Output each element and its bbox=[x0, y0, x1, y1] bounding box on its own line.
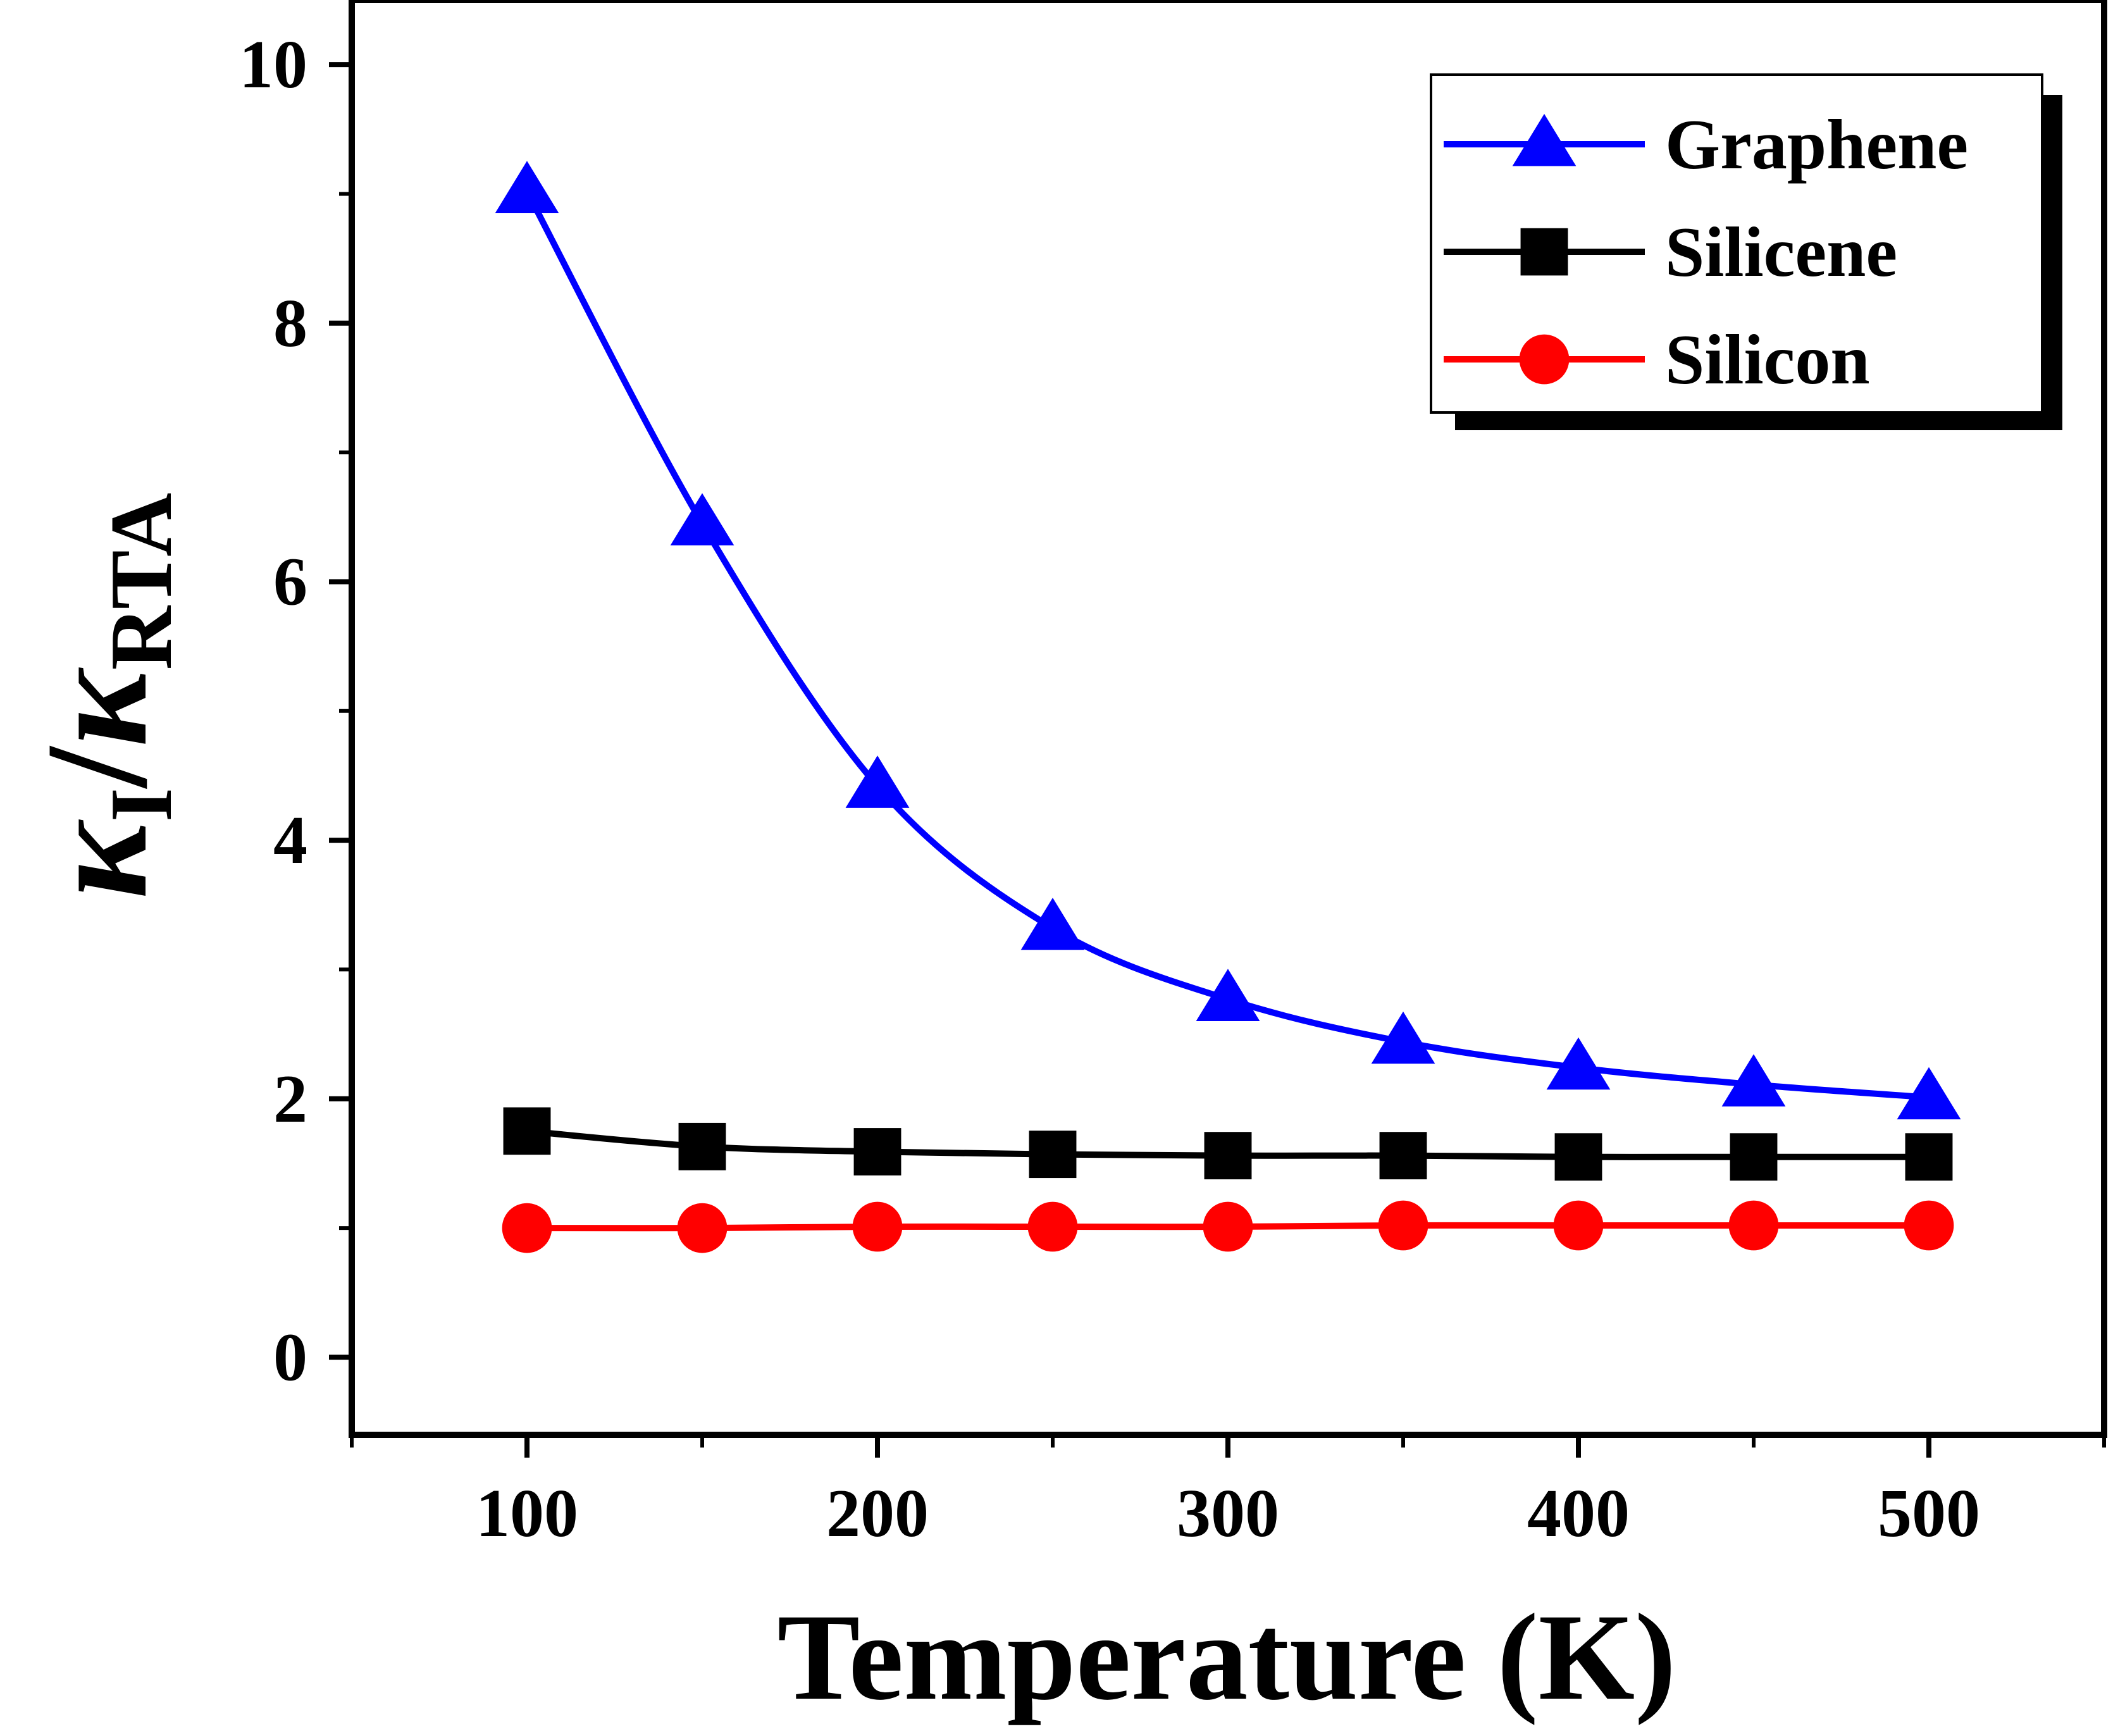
data-point-silicene-4 bbox=[1204, 1132, 1252, 1180]
data-point-silicon-3 bbox=[1027, 1201, 1078, 1252]
y-axis-title: κI/κRTA bbox=[16, 493, 190, 899]
x-axis-title: Temperature (K) bbox=[778, 1589, 1676, 1726]
y-axis-subscript-rta: RTA bbox=[92, 493, 190, 670]
data-point-silicene-2 bbox=[853, 1128, 901, 1175]
data-point-silicon-4 bbox=[1203, 1201, 1253, 1252]
x-tick-label-3: 400 bbox=[1527, 1476, 1630, 1551]
y-tick-label-5: 10 bbox=[239, 27, 307, 102]
data-point-graphene-8 bbox=[1897, 1067, 1961, 1120]
data-point-silicene-1 bbox=[678, 1122, 726, 1170]
data-point-silicon-7 bbox=[1728, 1200, 1779, 1251]
data-point-silicon-6 bbox=[1553, 1200, 1604, 1251]
legend-item-graphene: Graphene bbox=[1444, 106, 1968, 184]
y-tick-label-3: 6 bbox=[273, 544, 307, 619]
legend-label-silicon: Silicon bbox=[1665, 321, 1870, 399]
series-layer bbox=[495, 161, 1961, 1253]
legend: Graphene Silicene Silicon bbox=[1430, 73, 2062, 430]
legend-marker-graphene bbox=[1512, 114, 1577, 166]
legend-item-silicon: Silicon bbox=[1444, 321, 1870, 399]
data-point-graphene-2 bbox=[845, 755, 910, 808]
data-point-silicene-5 bbox=[1379, 1132, 1427, 1180]
plot-area: 100 200 300 400 500 0 2 4 6 8 10 bbox=[239, 0, 2107, 1551]
data-point-silicene-6 bbox=[1554, 1133, 1602, 1181]
data-point-silicene-3 bbox=[1029, 1131, 1077, 1179]
legend-marker-silicene bbox=[1520, 228, 1568, 276]
svg-text:κI/κRTA: κI/κRTA bbox=[16, 493, 190, 899]
data-point-silicon-1 bbox=[677, 1203, 728, 1253]
data-point-graphene-5 bbox=[1371, 1011, 1435, 1064]
legend-marker-silicon bbox=[1519, 334, 1570, 385]
series-graphene bbox=[495, 161, 1961, 1120]
y-tick-label-1: 2 bbox=[273, 1062, 307, 1137]
y-axis-slash: / bbox=[16, 745, 177, 790]
x-tick-label-1: 200 bbox=[826, 1476, 929, 1551]
data-point-silicon-8 bbox=[1904, 1200, 1954, 1251]
series-silicene bbox=[503, 1107, 1953, 1181]
legend-label-graphene: Graphene bbox=[1665, 106, 1968, 184]
data-point-graphene-3 bbox=[1020, 898, 1085, 950]
y-tick-label-0: 0 bbox=[273, 1320, 307, 1395]
series-silicon bbox=[502, 1200, 1954, 1253]
y-axis-kappa-1: κ bbox=[16, 819, 177, 899]
y-tick-label-2: 4 bbox=[273, 803, 307, 878]
data-point-graphene-0 bbox=[495, 161, 559, 213]
data-point-graphene-7 bbox=[1721, 1054, 1786, 1107]
x-axis-ticks: 100 200 300 400 500 bbox=[350, 1435, 2106, 1551]
x-tick-label-4: 500 bbox=[1878, 1476, 1980, 1551]
x-tick-label-0: 100 bbox=[476, 1476, 578, 1551]
legend-label-silicene: Silicene bbox=[1665, 213, 1897, 292]
y-axis-kappa-2: κ bbox=[16, 667, 177, 747]
data-point-graphene-4 bbox=[1196, 969, 1260, 1021]
data-point-silicon-0 bbox=[502, 1203, 552, 1253]
y-axis-subscript-i: I bbox=[92, 788, 190, 822]
data-point-graphene-6 bbox=[1546, 1037, 1611, 1090]
data-point-silicon-5 bbox=[1378, 1200, 1428, 1251]
data-point-silicene-7 bbox=[1730, 1133, 1778, 1181]
data-point-silicene-8 bbox=[1905, 1133, 1953, 1181]
data-point-silicon-2 bbox=[852, 1201, 903, 1252]
y-axis-ticks: 0 2 4 6 8 10 bbox=[239, 27, 352, 1395]
data-point-silicene-0 bbox=[503, 1107, 551, 1155]
legend-item-silicene: Silicene bbox=[1444, 213, 1897, 292]
y-tick-label-4: 8 bbox=[273, 286, 307, 361]
x-tick-label-2: 300 bbox=[1177, 1476, 1279, 1551]
data-point-graphene-1 bbox=[670, 493, 734, 546]
